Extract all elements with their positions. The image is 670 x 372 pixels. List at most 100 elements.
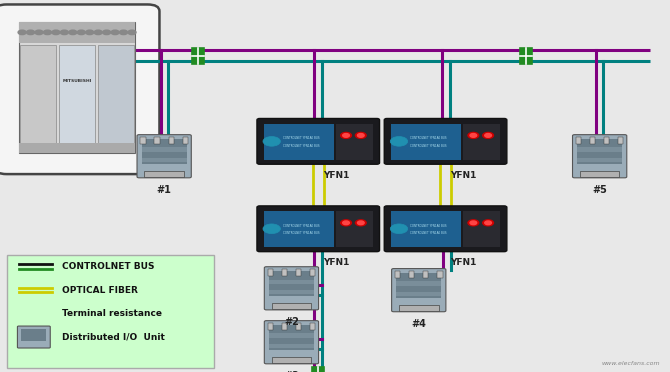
FancyBboxPatch shape <box>385 118 507 164</box>
Bar <box>395 271 401 278</box>
Bar <box>397 281 442 286</box>
FancyBboxPatch shape <box>257 118 379 164</box>
Circle shape <box>263 137 280 146</box>
Bar <box>604 137 610 144</box>
Text: CONTROLNET YFN1A0 BUS: CONTROLNET YFN1A0 BUS <box>410 144 447 148</box>
FancyBboxPatch shape <box>391 269 446 312</box>
Bar <box>397 273 442 298</box>
FancyBboxPatch shape <box>391 124 461 160</box>
Bar <box>336 211 373 247</box>
Circle shape <box>342 134 350 137</box>
Text: CONTROLNET BUS: CONTROLNET BUS <box>62 262 155 271</box>
FancyBboxPatch shape <box>385 206 507 251</box>
Bar <box>154 137 160 144</box>
Circle shape <box>128 30 136 35</box>
Bar <box>141 148 186 152</box>
Text: #3: #3 <box>284 371 299 372</box>
Bar <box>578 139 622 164</box>
Bar <box>169 137 174 144</box>
Circle shape <box>470 134 477 137</box>
Circle shape <box>35 30 43 35</box>
Circle shape <box>355 220 366 226</box>
FancyBboxPatch shape <box>0 4 159 174</box>
Text: OPTICAL FIBER: OPTICAL FIBER <box>62 286 138 295</box>
Bar <box>296 269 302 276</box>
Circle shape <box>484 134 492 137</box>
Circle shape <box>390 224 407 234</box>
Bar <box>19 22 135 153</box>
FancyBboxPatch shape <box>264 321 319 364</box>
FancyBboxPatch shape <box>520 48 532 64</box>
Text: YFN1: YFN1 <box>323 171 349 180</box>
Bar <box>19 143 135 153</box>
Circle shape <box>482 132 493 138</box>
FancyBboxPatch shape <box>263 124 334 160</box>
Bar <box>19 22 135 43</box>
Bar <box>182 137 188 144</box>
Text: YFN1: YFN1 <box>450 171 476 180</box>
Bar <box>438 271 443 278</box>
Bar <box>310 269 316 276</box>
Text: Distributed I/O  Unit: Distributed I/O Unit <box>62 333 165 341</box>
Circle shape <box>52 30 60 35</box>
Circle shape <box>390 137 407 146</box>
Bar <box>578 158 622 163</box>
FancyBboxPatch shape <box>391 211 461 247</box>
Bar <box>464 124 500 160</box>
Circle shape <box>484 221 492 225</box>
Bar <box>618 137 624 144</box>
Circle shape <box>468 220 479 226</box>
Bar <box>269 344 314 348</box>
Text: CONTROLNET YFN1A0 BUS: CONTROLNET YFN1A0 BUS <box>283 137 320 140</box>
Bar <box>98 45 134 145</box>
Bar <box>268 269 273 276</box>
Bar <box>423 271 429 278</box>
Circle shape <box>340 132 351 138</box>
Text: #1: #1 <box>157 185 172 195</box>
Text: Terminal resistance: Terminal resistance <box>62 309 162 318</box>
FancyBboxPatch shape <box>264 267 319 310</box>
Bar <box>145 171 184 177</box>
Circle shape <box>44 30 52 35</box>
Text: CONTROLNET YFN1A0 BUS: CONTROLNET YFN1A0 BUS <box>283 224 320 228</box>
Bar <box>336 124 373 160</box>
Text: #4: #4 <box>411 319 426 329</box>
Bar <box>59 45 95 145</box>
Circle shape <box>470 221 477 225</box>
Bar <box>282 323 287 330</box>
Bar <box>269 333 314 338</box>
Circle shape <box>111 30 119 35</box>
FancyBboxPatch shape <box>263 211 334 247</box>
Circle shape <box>18 30 26 35</box>
Bar <box>21 329 46 341</box>
Bar <box>580 171 620 177</box>
Circle shape <box>482 220 493 226</box>
Text: www.elecfans.com: www.elecfans.com <box>602 362 660 366</box>
Bar <box>399 305 439 311</box>
Circle shape <box>86 30 94 35</box>
Circle shape <box>355 132 366 138</box>
Circle shape <box>103 30 111 35</box>
Text: YFN1: YFN1 <box>450 258 476 267</box>
Circle shape <box>60 30 68 35</box>
Circle shape <box>468 132 479 138</box>
Circle shape <box>27 30 35 35</box>
Circle shape <box>340 220 351 226</box>
Circle shape <box>94 30 103 35</box>
Bar <box>268 323 273 330</box>
FancyBboxPatch shape <box>572 135 627 178</box>
Text: CONTROLNET YFN1A0 BUS: CONTROLNET YFN1A0 BUS <box>410 231 447 235</box>
Bar <box>296 323 302 330</box>
Bar <box>141 139 186 164</box>
FancyBboxPatch shape <box>30 307 41 321</box>
Text: MITSUBISHI: MITSUBISHI <box>62 79 92 83</box>
Text: CONTROLNET YFN1A0 BUS: CONTROLNET YFN1A0 BUS <box>283 231 320 235</box>
Bar <box>141 158 186 163</box>
Text: #5: #5 <box>592 185 607 195</box>
Bar <box>464 211 500 247</box>
Circle shape <box>357 221 364 225</box>
Circle shape <box>263 224 280 234</box>
Text: YFN1: YFN1 <box>323 258 349 267</box>
Circle shape <box>77 30 85 35</box>
Bar <box>397 292 442 296</box>
